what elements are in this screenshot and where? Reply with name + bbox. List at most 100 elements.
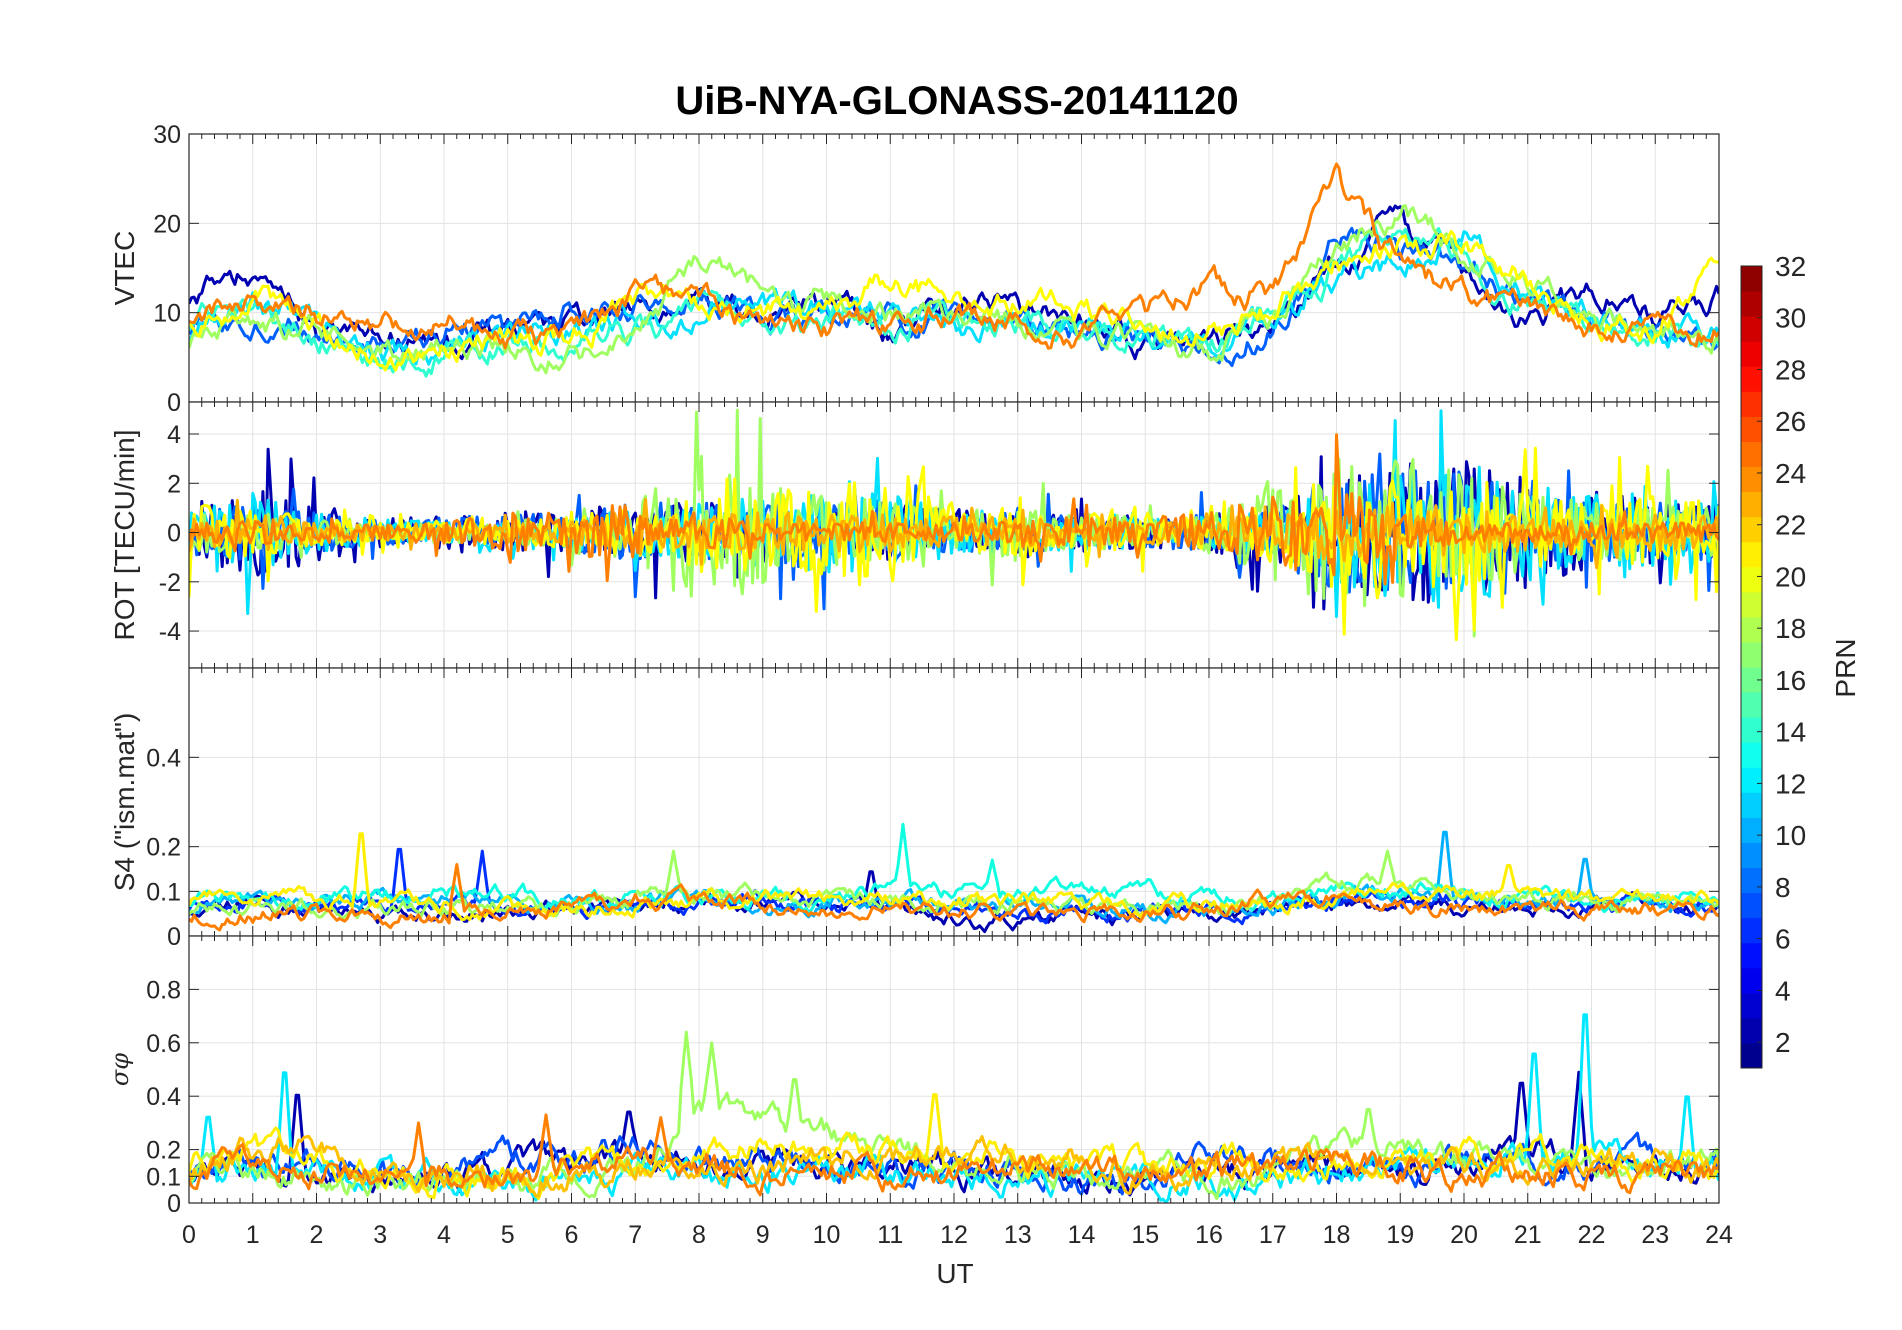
x-tick-label: 17 bbox=[1259, 1221, 1287, 1249]
series-group bbox=[189, 822, 1719, 934]
colorbar-tick-label: 24 bbox=[1775, 458, 1806, 489]
x-tick-label: 19 bbox=[1386, 1221, 1414, 1249]
x-tick-label: 1 bbox=[246, 1221, 260, 1249]
colorbar-swatch bbox=[1741, 566, 1762, 593]
series-prn-20 bbox=[189, 230, 1719, 372]
colorbar-tick-label: 16 bbox=[1775, 665, 1806, 696]
y-tick-label: 10 bbox=[153, 300, 181, 328]
series-prn-14 bbox=[189, 224, 1719, 378]
colorbar-tick-label: 6 bbox=[1775, 924, 1791, 955]
series-prn-23 bbox=[189, 863, 1719, 932]
x-tick-label: 9 bbox=[756, 1221, 770, 1249]
colorbar-swatch bbox=[1741, 616, 1762, 643]
colorbar-swatch bbox=[1741, 291, 1762, 317]
colorbar-swatch bbox=[1741, 1042, 1762, 1069]
series-prn-17 bbox=[189, 1030, 1719, 1201]
y-tick-label: 0 bbox=[167, 389, 181, 417]
colorbar-tick-label: 18 bbox=[1775, 613, 1806, 644]
x-tick-label: 6 bbox=[565, 1221, 579, 1249]
x-tick-label: 22 bbox=[1578, 1221, 1606, 1249]
series-prn-23 bbox=[189, 162, 1719, 350]
x-tick-label: 18 bbox=[1323, 1221, 1351, 1249]
x-tick-label: 8 bbox=[692, 1221, 706, 1249]
colorbar-swatch bbox=[1741, 391, 1762, 417]
x-axis-label: UT bbox=[936, 1258, 973, 1289]
colorbar-tick-label: 2 bbox=[1775, 1027, 1791, 1058]
chart-title: UiB-NYA-GLONASS-20141120 bbox=[675, 79, 1238, 123]
colorbar-swatch bbox=[1741, 541, 1762, 568]
y-tick-label: 0.8 bbox=[146, 976, 181, 1004]
series-prn-20 bbox=[189, 832, 1719, 922]
colorbar-tick-label: 10 bbox=[1775, 820, 1806, 851]
x-tick-label: 12 bbox=[940, 1221, 968, 1249]
x-tick-label: 10 bbox=[813, 1221, 841, 1249]
colorbar-swatch bbox=[1741, 967, 1762, 994]
series-prn-23 bbox=[189, 1113, 1719, 1197]
series-prn-22 bbox=[189, 498, 1719, 570]
y-tick-label: 30 bbox=[153, 121, 181, 149]
colorbar-swatch bbox=[1741, 491, 1762, 518]
colorbar-tick-label: 14 bbox=[1775, 717, 1806, 748]
series-prn-20 bbox=[189, 446, 1719, 642]
x-tick-label: 7 bbox=[628, 1221, 642, 1249]
colorbar-swatch bbox=[1741, 692, 1762, 718]
colorbar-tick-label: 28 bbox=[1775, 354, 1806, 385]
x-tick-label: 3 bbox=[373, 1221, 387, 1249]
y-tick-label: 0 bbox=[167, 1190, 181, 1218]
colorbar-swatch bbox=[1741, 717, 1762, 743]
colorbar-swatch bbox=[1741, 266, 1762, 292]
y-tick-label: 0.4 bbox=[146, 1083, 181, 1111]
x-tick-label: 2 bbox=[310, 1221, 324, 1249]
y-tick-label: 0.2 bbox=[146, 834, 181, 862]
panel-sigma-phi: 00.10.2 0.4 0.6 0.8 σφ bbox=[106, 935, 1720, 1218]
colorbar-tick-label: 4 bbox=[1775, 975, 1791, 1006]
series-group bbox=[189, 408, 1719, 642]
colorbar-tick-label: 12 bbox=[1775, 768, 1806, 799]
colorbar-tick-label: 22 bbox=[1775, 510, 1806, 541]
colorbar-swatch bbox=[1741, 416, 1762, 442]
x-tick-label: 13 bbox=[1004, 1221, 1032, 1249]
y-tick-label: 2 bbox=[167, 470, 181, 498]
colorbar-swatch bbox=[1741, 441, 1762, 467]
colorbar-swatch bbox=[1741, 942, 1762, 969]
x-tick-label: 4 bbox=[437, 1221, 451, 1249]
y-tick-label: 0.1 bbox=[146, 878, 181, 906]
colorbar-border bbox=[1740, 265, 1763, 1069]
colorbar-swatch bbox=[1741, 516, 1762, 543]
y-axis-label: VTEC bbox=[109, 231, 140, 306]
panel-vtec: 0 10 20 30 VTEC bbox=[109, 121, 1720, 417]
colorbar-swatch bbox=[1741, 767, 1762, 793]
colorbar-swatch bbox=[1741, 917, 1762, 944]
y-tick-label: 0 bbox=[167, 520, 181, 548]
y-tick-label: 4 bbox=[167, 421, 181, 449]
x-tick-label: 23 bbox=[1641, 1221, 1669, 1249]
series-prn-23 bbox=[189, 433, 1719, 586]
y-tick-label: 0.1 bbox=[146, 1163, 181, 1191]
panel-rot: -4 -2 0 2 4 ROT [TECU/min] bbox=[109, 401, 1720, 669]
colorbar-swatch bbox=[1741, 1017, 1762, 1044]
x-tick-label: 16 bbox=[1195, 1221, 1223, 1249]
colorbar-swatch bbox=[1741, 992, 1762, 1019]
x-tick-label: 24 bbox=[1705, 1221, 1733, 1249]
colorbar-swatch bbox=[1741, 466, 1762, 493]
y-tick-label: 0.4 bbox=[146, 744, 181, 772]
colorbar-swatch bbox=[1741, 591, 1762, 618]
colorbar-tick-label: 26 bbox=[1775, 406, 1806, 437]
y-axis-label: S4 ("ism.mat") bbox=[109, 713, 140, 892]
y-tick-label: 0.2 bbox=[146, 1137, 181, 1165]
colorbar-swatch bbox=[1741, 366, 1762, 392]
colorbar-swatch bbox=[1741, 892, 1762, 919]
x-tick-label: 11 bbox=[877, 1221, 903, 1249]
y-axis-label: ROT [TECU/min] bbox=[109, 429, 140, 640]
series-group bbox=[189, 162, 1719, 378]
colorbar-swatch bbox=[1741, 316, 1762, 342]
colorbar-tick-label: 30 bbox=[1775, 303, 1806, 334]
x-tick-label: 15 bbox=[1131, 1221, 1159, 1249]
colorbar-swatch bbox=[1741, 842, 1762, 868]
y-tick-label: -2 bbox=[159, 569, 181, 597]
colorbar-swatch bbox=[1741, 867, 1762, 894]
colorbar-tick-label: 8 bbox=[1775, 872, 1791, 903]
y-tick-label: -4 bbox=[159, 618, 181, 646]
